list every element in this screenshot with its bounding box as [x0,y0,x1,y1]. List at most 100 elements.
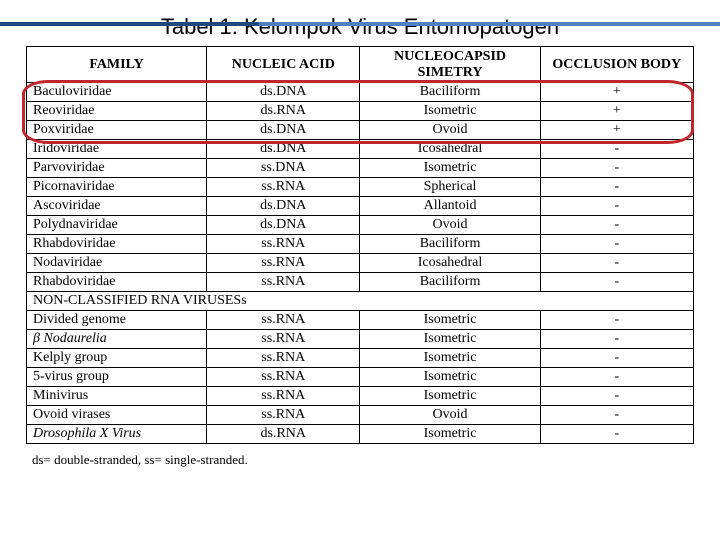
cell-occlusion: - [540,425,693,444]
section-label: NON-CLASSIFIED RNA VIRUSESs [27,292,694,311]
cell-occlusion: + [540,83,693,102]
table-header-row: FAMILY NUCLEIC ACID NUCLEOCAPSID SIMETRY… [27,47,694,83]
cell-nucleic-acid: ss.DNA [207,159,360,178]
cell-nucleic-acid: ds.RNA [207,425,360,444]
table-row: Rhabdoviridaess.RNABaciliform- [27,235,694,254]
cell-family: Divided genome [27,311,207,330]
cell-family: Nodaviridae [27,254,207,273]
table-row: Ovoid virasesss.RNAOvoid- [27,406,694,425]
cell-nucleic-acid: ss.RNA [207,178,360,197]
cell-nucleic-acid: ss.RNA [207,254,360,273]
cell-nucleic-acid: ds.DNA [207,197,360,216]
cell-nucleocapsid: Isometric [360,102,540,121]
cell-family: Iridoviridae [27,140,207,159]
cell-occlusion: - [540,387,693,406]
cell-family: Rhabdoviridae [27,273,207,292]
virus-table: FAMILY NUCLEIC ACID NUCLEOCAPSID SIMETRY… [26,46,694,444]
cell-family: β Nodaurelia [27,330,207,349]
cell-nucleocapsid: Baciliform [360,273,540,292]
cell-family: Baculoviridae [27,83,207,102]
col-occlusion: OCCLUSION BODY [540,47,693,83]
cell-nucleic-acid: ds.DNA [207,140,360,159]
footnote: ds= double-stranded, ss= single-stranded… [0,444,720,468]
cell-family: Kelply group [27,349,207,368]
col-family: FAMILY [27,47,207,83]
cell-nucleocapsid: Ovoid [360,216,540,235]
cell-family: 5-virus group [27,368,207,387]
cell-family: Ascoviridae [27,197,207,216]
cell-family: Parvoviridae [27,159,207,178]
table-row: Drosophila X Virusds.RNAIsometric- [27,425,694,444]
cell-nucleocapsid: Ovoid [360,406,540,425]
cell-nucleic-acid: ds.DNA [207,83,360,102]
cell-occlusion: - [540,159,693,178]
cell-family: Poxviridae [27,121,207,140]
table-row: β Nodaureliass.RNAIsometric- [27,330,694,349]
cell-family: Picornaviridae [27,178,207,197]
cell-nucleic-acid: ss.RNA [207,311,360,330]
cell-nucleocapsid: Isometric [360,159,540,178]
cell-occlusion: + [540,102,693,121]
cell-family: Polydnaviridae [27,216,207,235]
cell-occlusion: - [540,235,693,254]
cell-occlusion: + [540,121,693,140]
cell-nucleocapsid: Isometric [360,387,540,406]
table-row: Nodaviridaess.RNAIcosahedral- [27,254,694,273]
col-nucleic-acid: NUCLEIC ACID [207,47,360,83]
cell-nucleocapsid: Isometric [360,330,540,349]
cell-occlusion: - [540,349,693,368]
section-row: NON-CLASSIFIED RNA VIRUSESs [27,292,694,311]
cell-nucleocapsid: Isometric [360,368,540,387]
cell-nucleic-acid: ss.RNA [207,330,360,349]
cell-family: Drosophila X Virus [27,425,207,444]
table-row: Baculoviridaeds.DNABaciliform+ [27,83,694,102]
cell-nucleocapsid: Isometric [360,311,540,330]
accent-segment-light [259,22,720,26]
table-row: Divided genomess.RNAIsometric- [27,311,694,330]
table-row: Ascoviridaeds.DNAAllantoid- [27,197,694,216]
table-row: Reoviridaeds.RNAIsometric+ [27,102,694,121]
cell-nucleic-acid: ss.RNA [207,349,360,368]
cell-nucleic-acid: ds.RNA [207,102,360,121]
cell-nucleocapsid: Icosahedral [360,254,540,273]
cell-nucleocapsid: Isometric [360,425,540,444]
table-row: Picornaviridaess.RNASpherical- [27,178,694,197]
cell-occlusion: - [540,178,693,197]
cell-nucleic-acid: ss.RNA [207,235,360,254]
cell-nucleocapsid: Isometric [360,349,540,368]
cell-nucleocapsid: Allantoid [360,197,540,216]
cell-nucleic-acid: ss.RNA [207,273,360,292]
cell-occlusion: - [540,311,693,330]
table-row: Iridoviridaeds.DNAIcosahedral- [27,140,694,159]
cell-nucleic-acid: ss.RNA [207,387,360,406]
cell-nucleic-acid: ss.RNA [207,368,360,387]
table-row: Poxviridaeds.DNAOvoid+ [27,121,694,140]
col-nucleocapsid: NUCLEOCAPSID SIMETRY [360,47,540,83]
cell-nucleocapsid: Icosahedral [360,140,540,159]
cell-occlusion: - [540,216,693,235]
top-accent-bar [0,14,720,34]
cell-nucleocapsid: Spherical [360,178,540,197]
table-container: FAMILY NUCLEIC ACID NUCLEOCAPSID SIMETRY… [0,46,720,444]
table-row: 5-virus groupss.RNAIsometric- [27,368,694,387]
table-row: Rhabdoviridaess.RNABaciliform- [27,273,694,292]
cell-nucleic-acid: ds.DNA [207,121,360,140]
cell-family: Reoviridae [27,102,207,121]
cell-occlusion: - [540,406,693,425]
cell-occlusion: - [540,140,693,159]
cell-family: Rhabdoviridae [27,235,207,254]
table-row: Kelply groupss.RNAIsometric- [27,349,694,368]
cell-nucleocapsid: Baciliform [360,83,540,102]
cell-nucleic-acid: ss.RNA [207,406,360,425]
cell-nucleocapsid: Ovoid [360,121,540,140]
accent-segment-dark [0,22,259,26]
table-row: Parvoviridaess.DNAIsometric- [27,159,694,178]
cell-occlusion: - [540,197,693,216]
cell-occlusion: - [540,368,693,387]
cell-occlusion: - [540,273,693,292]
cell-occlusion: - [540,330,693,349]
table-row: Minivirusss.RNAIsometric- [27,387,694,406]
table-row: Polydnaviridaeds.DNAOvoid- [27,216,694,235]
cell-nucleocapsid: Baciliform [360,235,540,254]
cell-occlusion: - [540,254,693,273]
